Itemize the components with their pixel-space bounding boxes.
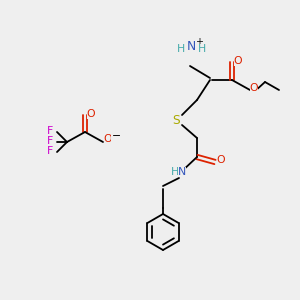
Text: H: H bbox=[198, 44, 206, 54]
Text: O: O bbox=[234, 56, 242, 66]
Text: O: O bbox=[250, 83, 258, 93]
Text: O: O bbox=[87, 109, 95, 119]
Text: H: H bbox=[171, 167, 179, 177]
Text: F: F bbox=[47, 126, 53, 136]
Text: F: F bbox=[47, 136, 53, 146]
Text: −: − bbox=[111, 131, 121, 141]
Text: O: O bbox=[104, 134, 112, 144]
Text: O: O bbox=[217, 155, 225, 165]
Text: N: N bbox=[186, 40, 196, 52]
Text: S: S bbox=[172, 113, 180, 127]
Text: H: H bbox=[177, 44, 185, 54]
Text: F: F bbox=[47, 146, 53, 156]
Text: N: N bbox=[178, 167, 186, 177]
Text: +: + bbox=[196, 38, 204, 46]
